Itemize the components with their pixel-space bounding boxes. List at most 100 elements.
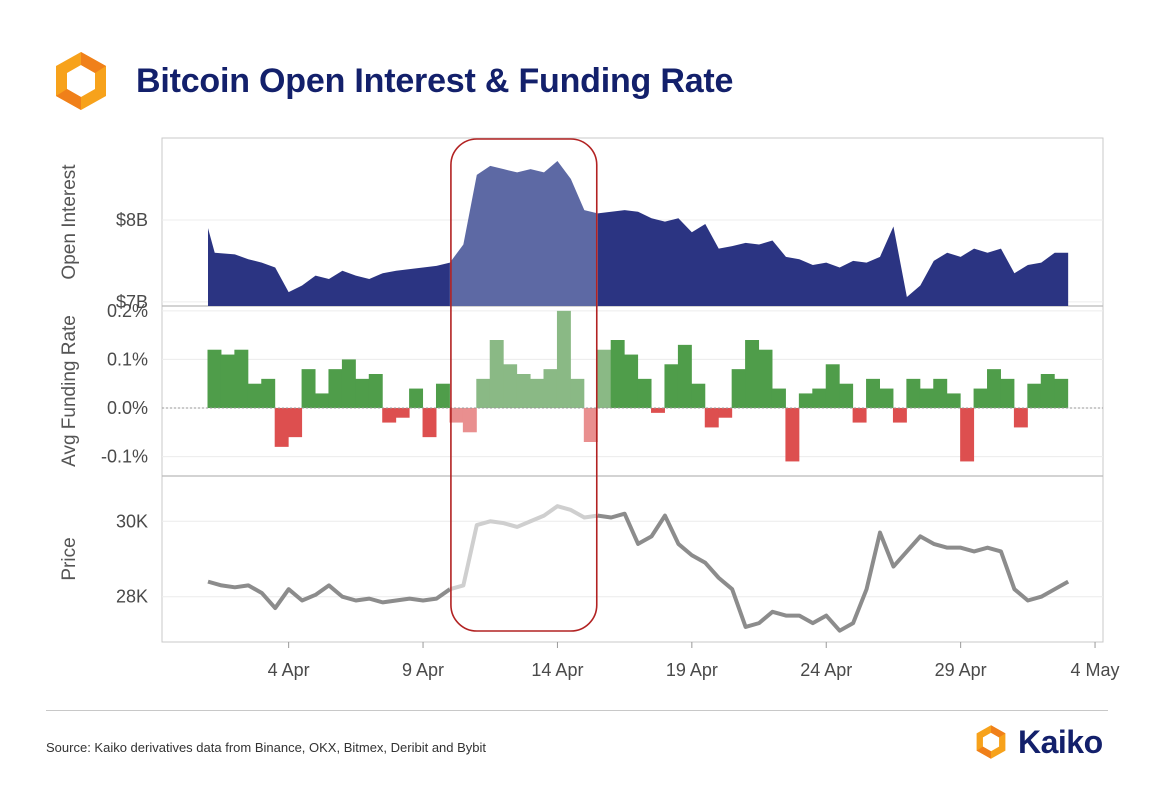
y-axis-label: Avg Funding Rate [59,315,80,467]
plot-border [161,137,1104,643]
funding-bar [207,349,222,408]
funding-bar [341,359,356,408]
x-tick-label: 14 Apr [531,660,583,680]
funding-bar [745,340,760,408]
price-panel: 28K 30K [116,504,1103,633]
funding-bar [704,408,719,428]
open-interest-area [208,228,450,306]
funding-bar [1040,374,1055,408]
funding-bar [530,378,544,408]
funding-bar [812,388,827,408]
funding-bar [422,408,437,438]
funding-bar [664,364,679,408]
y-axis-label: Open Interest [59,164,80,280]
funding-bar [368,374,383,408]
funding-bar [288,408,303,438]
brand-name: Kaiko [1018,723,1103,760]
funding-bar [382,408,397,423]
x-tick-label: 4 Apr [268,660,310,680]
funding-bar [234,349,249,408]
funding-bar [462,408,477,433]
open-interest-area-highlight [449,160,598,306]
x-tick-label: 4 May [1071,660,1120,680]
funding-bar [556,310,571,408]
funding-bar [220,354,235,408]
funding-bar [395,408,410,418]
funding-bar [274,408,289,447]
funding-bar [435,383,450,408]
funding-bar [1000,378,1015,408]
y-tick-label: 30K [116,511,148,531]
y-tick-label: 0.0% [107,398,148,418]
y-tick-label: 0.2% [107,301,148,321]
funding-bar [247,383,262,408]
y-axis-label: Price [59,537,80,580]
funding-bar [261,378,276,408]
funding-bar [1027,383,1042,408]
funding-bar [315,393,329,408]
funding-bar [731,369,746,408]
funding-bar [624,354,639,408]
funding-bar [771,388,786,408]
y-tick-label: -0.1% [101,447,148,467]
y-tick-label: $8B [116,210,148,230]
funding-bar [449,408,464,423]
funding-bar [355,378,370,408]
funding-bar [933,378,948,408]
open-interest-panel: $7B $8B [116,160,1103,312]
funding-bar [691,383,706,408]
funding-rate-panel: -0.1% 0.0% 0.1% 0.2% [101,301,1103,467]
funding-bar [785,408,800,462]
funding-bar [839,383,854,408]
funding-bar [570,378,585,408]
funding-bar [892,408,907,423]
funding-bar [960,408,975,462]
funding-bar [987,369,1001,408]
price-line [207,579,452,611]
x-axis: 4 Apr 9 Apr 14 Apr 19 Apr 24 Apr 29 Apr 4 May [268,642,1120,680]
y-tick-label: 28K [116,587,148,607]
funding-bar [516,374,531,408]
price-line-highlight [449,504,599,592]
funding-bar [1013,408,1028,428]
y-axis-labels: Open Interest Avg Funding Rate Price [59,164,80,581]
funding-bar [583,408,598,442]
footer-divider [46,710,1108,711]
funding-bar [301,369,316,408]
funding-bar [1054,378,1069,408]
funding-bar [543,369,558,408]
funding-bar [718,408,733,418]
funding-bar [825,364,840,408]
funding-bar [906,378,921,408]
funding-bar [503,364,518,408]
funding-bar [758,349,773,408]
funding-bar [328,369,343,408]
funding-bar [973,388,988,408]
x-tick-label: 29 Apr [935,660,987,680]
funding-bar [946,393,961,408]
funding-bar [919,388,934,408]
funding-bar [409,388,424,408]
x-tick-label: 19 Apr [666,660,718,680]
source-note: Source: Kaiko derivatives data from Bina… [46,740,487,755]
funding-bar [852,408,867,423]
price-line [597,511,1070,633]
y-tick-label: 0.1% [107,349,148,369]
funding-bar [489,340,504,408]
page-title: Bitcoin Open Interest & Funding Rate [136,62,734,100]
funding-bar [879,388,894,408]
kaiko-logo-icon [48,50,114,112]
funding-bar [798,393,813,408]
x-tick-label: 9 Apr [402,660,444,680]
funding-bar [637,378,652,408]
funding-bar [866,378,880,408]
funding-bar [651,408,665,413]
y-tick-label: $7B [116,292,148,312]
funding-bar [476,378,491,408]
open-interest-area [597,210,1069,306]
x-tick-label: 24 Apr [800,660,852,680]
highlight-box [450,138,598,632]
funding-bar [597,349,612,408]
kaiko-logo-icon-small [976,725,1006,759]
